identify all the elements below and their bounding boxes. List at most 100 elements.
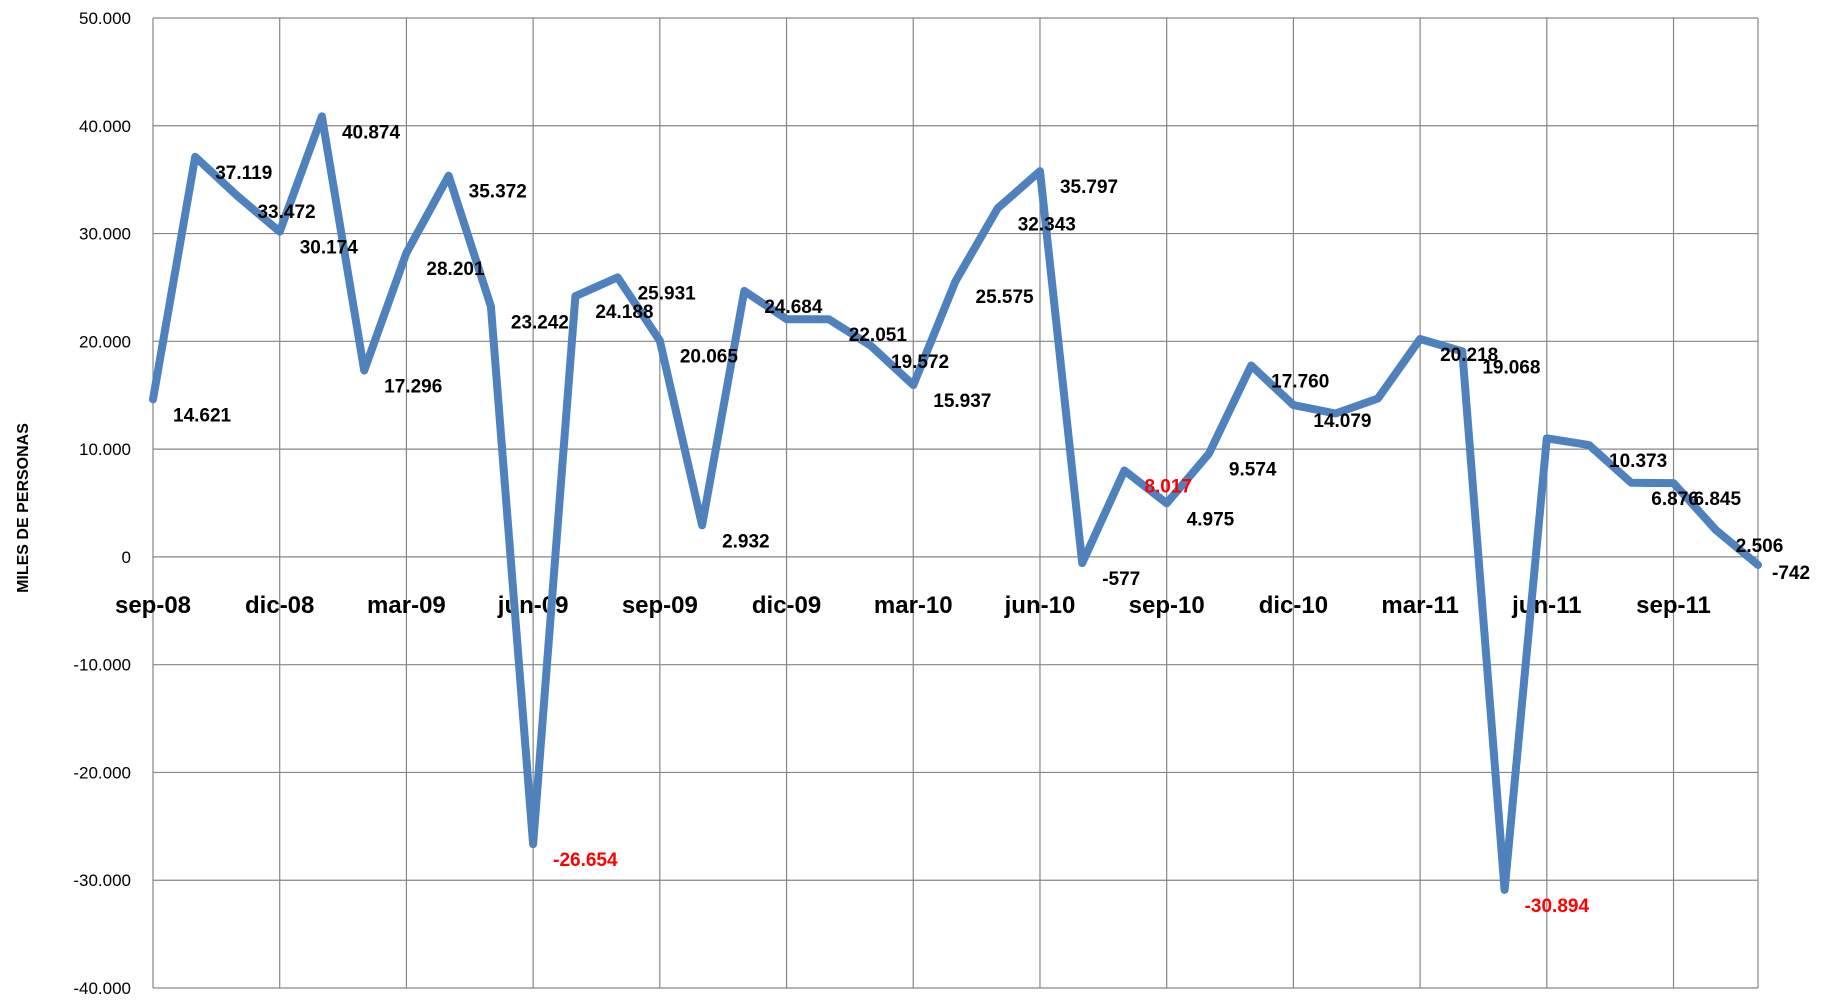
data-label: 6.876 [1651,489,1699,510]
data-label: 14.079 [1313,411,1371,432]
x-tick-label: dic-08 [245,592,314,619]
data-point [910,382,916,388]
data-point [826,316,832,322]
y-tick-label: 0 [122,548,131,567]
y-axis-ticks: 50.000 40.000 30.000 20.000 10.000 0 -10.000 -2… [73,9,131,998]
data-point [953,278,959,284]
data-point [657,338,663,344]
series-line-group [149,112,1762,894]
x-axis-ticks: sep-08 dic-08 mar-09 jun-09 sep-09 dic-09 mar-… [115,592,1711,619]
data-point [403,250,409,256]
data-point [1290,402,1296,408]
data-label: 23.242 [511,312,569,333]
x-tick-label: dic-10 [1259,592,1328,619]
data-label: 19.068 [1482,357,1540,378]
data-point [1375,395,1381,401]
series-line [149,112,1762,894]
data-label: 20.218 [1440,345,1498,366]
y-tick-label: 10.000 [79,440,131,459]
y-tick-label: 30.000 [79,225,131,244]
data-label: 8.017 [1144,476,1192,497]
data-label: 24.684 [764,297,823,318]
data-point [615,274,621,280]
y-tick-label: 40.000 [79,117,131,136]
y-tick-label: -10.000 [73,656,131,675]
data-label: 28.201 [426,259,485,280]
data-label: 30.174 [300,238,359,259]
data-label: -742 [1772,563,1810,584]
data-label: 25.931 [638,283,697,304]
data-label: 17.296 [384,376,442,397]
x-tick-label: jun-09 [497,592,569,619]
data-point [1502,887,1508,893]
data-label: 24.188 [595,302,653,323]
x-tick-label: mar-09 [367,592,446,619]
data-point [1628,480,1634,486]
data-label: 2.932 [722,531,770,552]
x-tick-label: mar-11 [1381,592,1458,619]
y-tick-label: 50.000 [79,9,131,28]
data-point [1164,500,1170,506]
data-label: 35.372 [469,182,527,203]
data-point [150,396,156,402]
data-label: 15.937 [933,391,991,412]
x-tick-label: jun-11 [1511,592,1581,619]
data-point [192,154,198,160]
data-point [699,522,705,528]
data-label: 25.575 [976,287,1035,308]
data-point [995,205,1001,211]
x-tick-label: dic-09 [752,592,821,619]
data-point [1079,560,1085,566]
data-point [1671,480,1677,486]
data-point [319,113,325,119]
y-tick-label: -30.000 [73,871,131,890]
data-point [488,303,494,309]
data-point [1037,168,1043,174]
data-label: 40.874 [342,122,401,143]
data-point [1206,451,1212,457]
x-tick-label: mar-10 [874,592,953,619]
x-tick-label: sep-10 [1129,592,1205,619]
data-label: 14.621 [173,405,232,426]
data-point [234,193,240,199]
data-point [446,173,452,179]
data-label: -26.654 [553,850,618,871]
data-point [530,841,536,847]
data-label: 33.472 [257,202,315,223]
x-tick-label: jun-10 [1004,592,1076,619]
y-axis-label: MILES DE PERSONAS [15,423,32,593]
data-label: 37.119 [215,163,272,184]
data-label: 10.373 [1609,451,1667,472]
data-label: 6.845 [1694,489,1742,510]
data-point [572,293,578,299]
data-point [1417,336,1423,342]
y-tick-label: -20.000 [73,763,131,782]
data-point [741,288,747,294]
data-label: 17.760 [1271,371,1329,392]
x-tick-label: sep-08 [115,592,191,619]
data-point [361,367,367,373]
data-point [1544,435,1550,441]
data-label: 19.572 [891,352,949,373]
data-point [277,229,283,235]
data-point [1713,527,1719,533]
data-point [1586,442,1592,448]
data-labels: 14.621 37.119 33.472 30.174 40.874 17.296 28.2… [173,122,1810,916]
data-label: 32.343 [1018,214,1076,235]
grid [152,17,1759,989]
x-tick-label: sep-09 [622,592,698,619]
data-label: -30.894 [1525,896,1590,917]
data-label: 20.065 [680,347,739,368]
x-tick-label: sep-11 [1636,592,1711,619]
data-label: 22.051 [849,325,908,346]
data-label: -577 [1102,569,1140,590]
data-label: 4.975 [1187,509,1235,530]
data-point [1248,362,1254,368]
data-point [1755,562,1761,568]
data-point [1121,467,1127,473]
data-label: 9.574 [1229,460,1277,481]
data-label: 2.506 [1736,536,1784,557]
y-tick-label: -40.000 [73,979,131,997]
